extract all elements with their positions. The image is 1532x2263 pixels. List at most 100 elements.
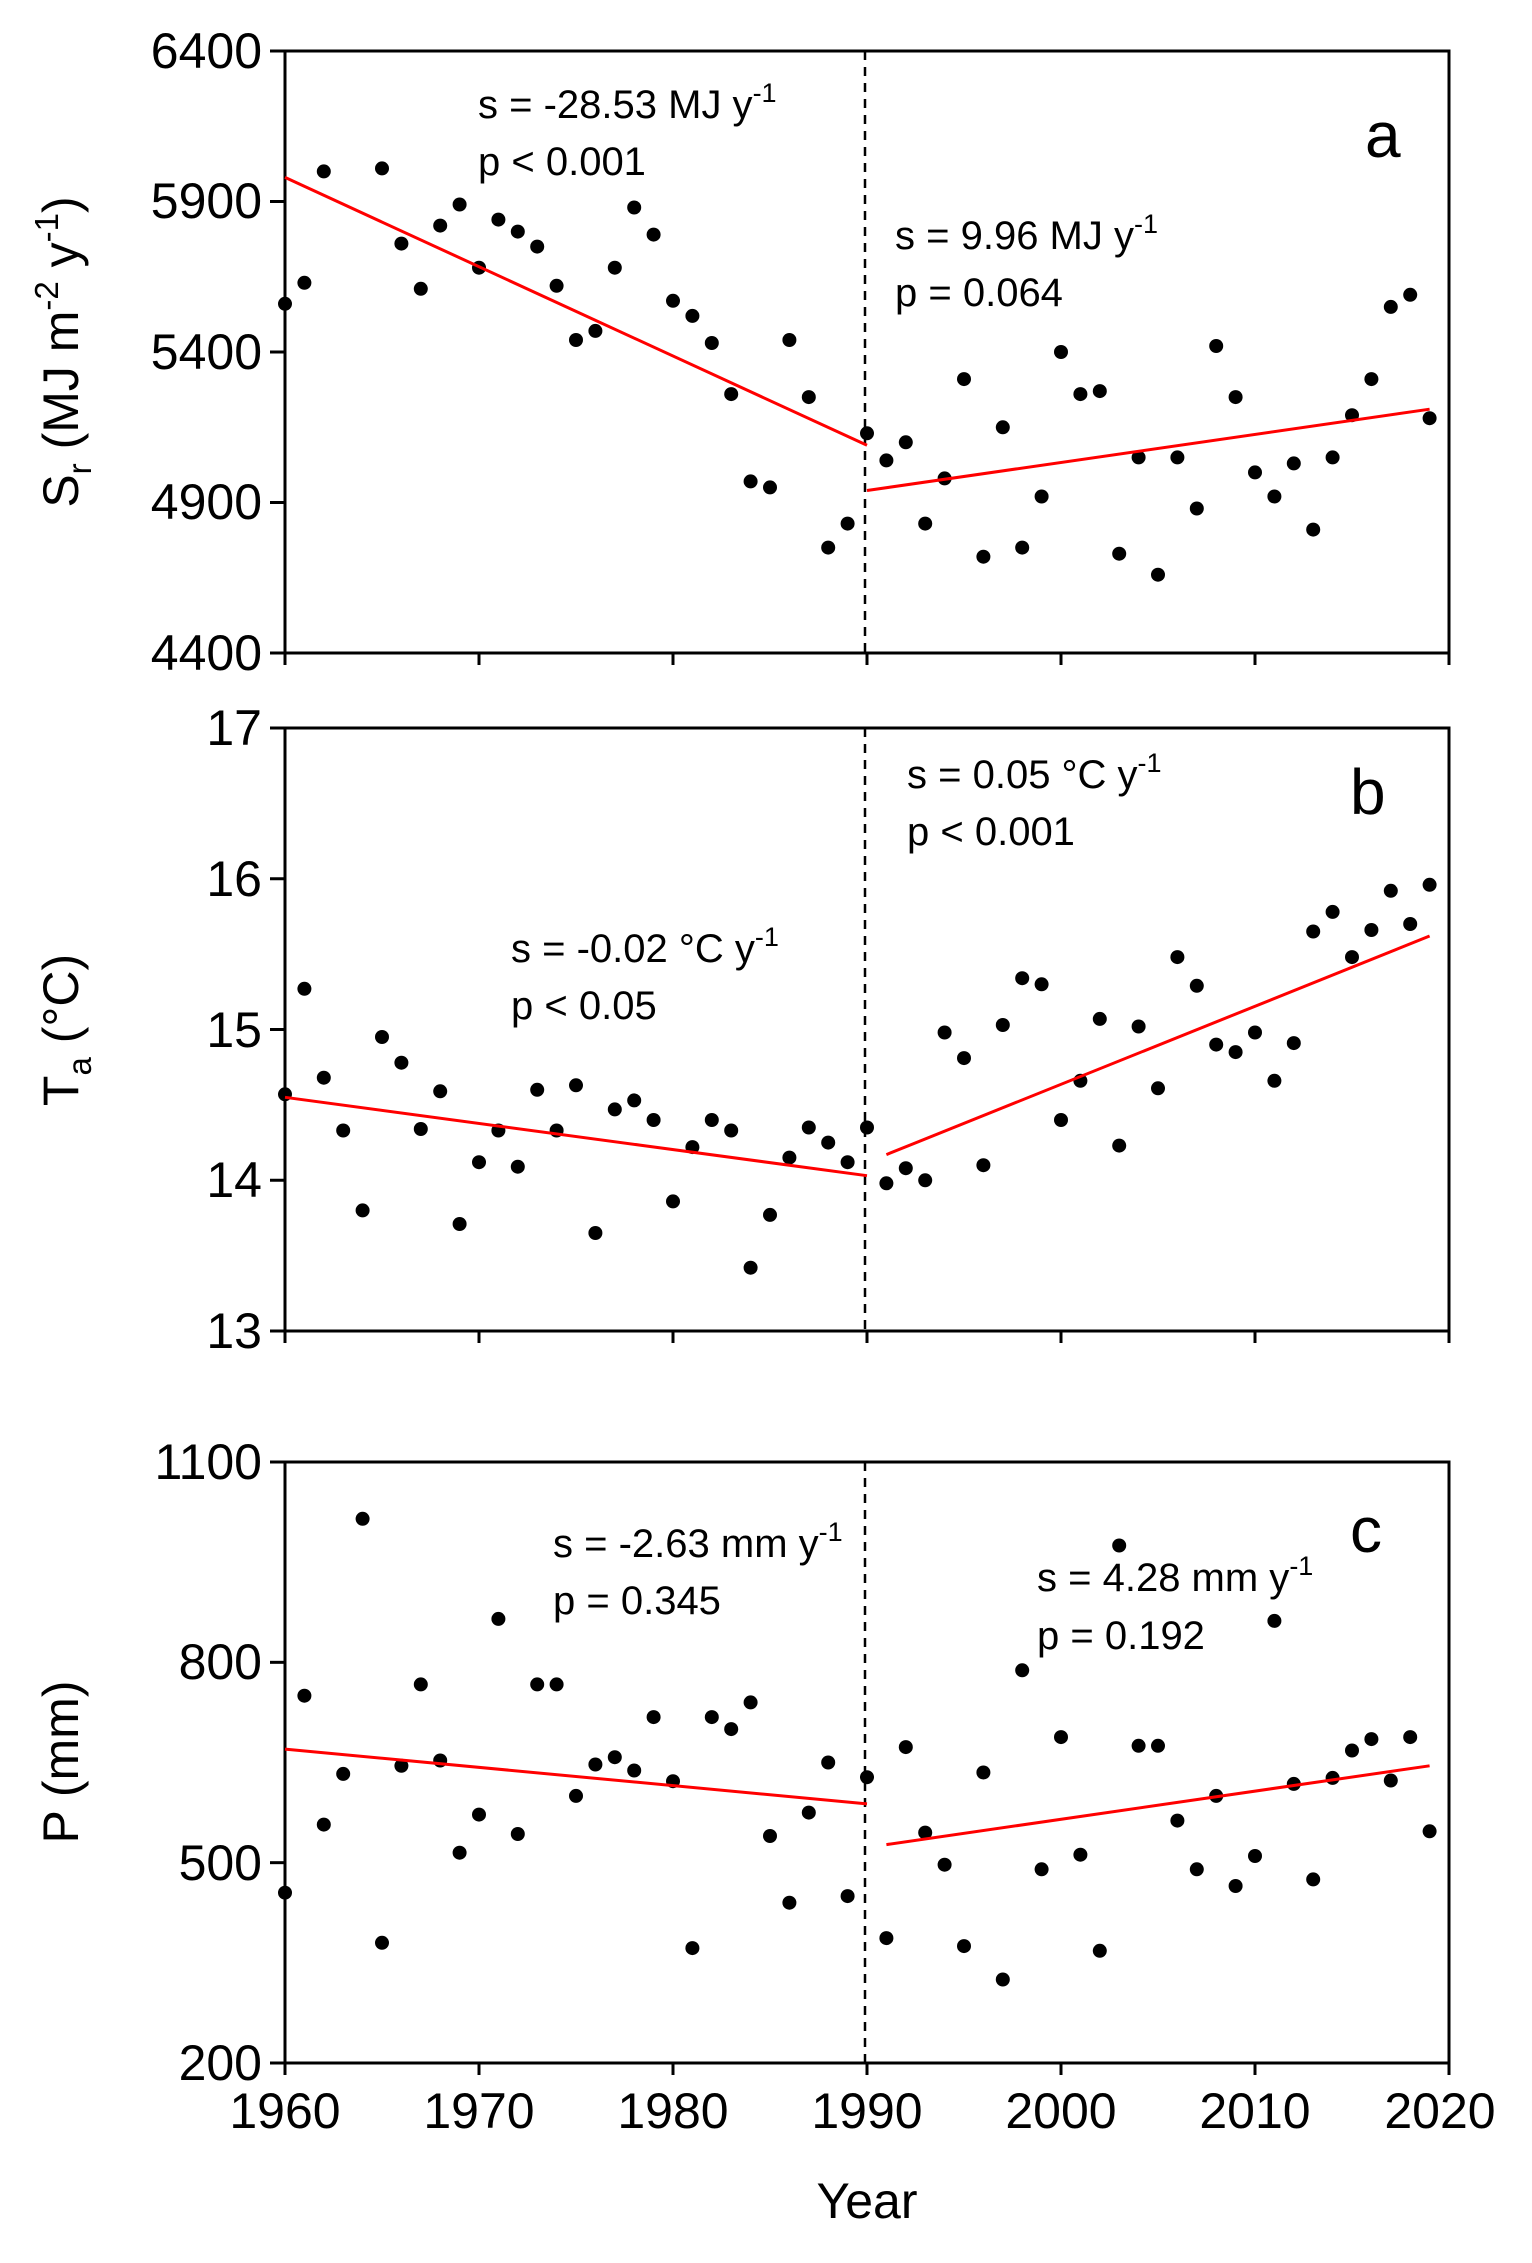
panel-a-point-1987 <box>801 390 816 405</box>
panel-c-point-2016 <box>1364 1732 1379 1747</box>
panel-b-point-1992 <box>898 1161 913 1176</box>
panel-c-point-1966 <box>394 1758 409 1773</box>
panel-b-point-1988 <box>821 1135 836 1150</box>
panel-b-letter: b <box>1350 756 1386 828</box>
panel-b-point-1968 <box>433 1084 448 1099</box>
panel-b: 17 16 15 14 13 b s = -0.02 °C y-1 p < 0.… <box>33 700 1451 1359</box>
panel-c-point-1986 <box>782 1895 797 1910</box>
panel-a-trend-line-1 <box>284 176 868 447</box>
panel-b-point-1978 <box>627 1093 642 1108</box>
panel-c-point-1998 <box>1015 1663 1030 1678</box>
panel-a-frame <box>283 49 1451 655</box>
panel-b-point-1982 <box>704 1113 719 1127</box>
panel-c-point-1997 <box>995 1972 1010 1987</box>
panel-b-point-1966 <box>394 1055 409 1070</box>
panel-c-point-1960 <box>278 1885 292 1900</box>
panel-c-trend-line-2 <box>886 1764 1430 1847</box>
panel-b-ytick-label: 14 <box>206 1152 262 1208</box>
panel-a-trends <box>284 176 1430 492</box>
panel-a-point-2014 <box>1325 450 1340 465</box>
panel-a-point-1989 <box>840 516 855 531</box>
panel-a-ytick-label: 4400 <box>151 625 262 681</box>
panel-a-point-2007 <box>1189 501 1204 516</box>
panel-c-trend-line-1 <box>284 1747 868 1806</box>
panel-c-point-1988 <box>821 1755 836 1770</box>
panel-c-ylabel: P (mm) <box>33 1681 89 1844</box>
panel-a-point-2002 <box>1092 384 1107 399</box>
panel-b-point-1985 <box>763 1207 777 1222</box>
panel-a-point-2001 <box>1073 387 1088 402</box>
panel-c-point-1992 <box>898 1740 913 1755</box>
panel-a-point-1982 <box>704 336 719 350</box>
panel-b-ytick-label: 17 <box>206 700 262 756</box>
panel-c-ytick-label: 800 <box>179 1634 262 1690</box>
panel-c-point-1962 <box>316 1817 331 1832</box>
panel-c-point-1979 <box>646 1710 661 1725</box>
panel-c-point-1991 <box>879 1931 894 1946</box>
panel-c-ytick-label: 1100 <box>154 1434 262 1490</box>
panel-b-point-2013 <box>1306 924 1321 939</box>
panel-c-point-2004 <box>1131 1738 1146 1753</box>
x-tick-label: 2020 <box>1384 2083 1495 2139</box>
panel-a-slope-1: s = -28.53 MJ y-1 <box>478 78 777 127</box>
panel-b-point-1989 <box>840 1155 855 1170</box>
panel-a-point-2009 <box>1228 390 1243 405</box>
panel-c-point-2019 <box>1422 1824 1437 1839</box>
panel-a-point-1990 <box>860 426 874 441</box>
panel-c-point-1994 <box>937 1857 952 1872</box>
panel-b-point-1994 <box>937 1025 952 1040</box>
panel-a-point-2008 <box>1209 339 1224 353</box>
panel-a-ytick-label: 5400 <box>151 324 262 380</box>
panel-a-point-2013 <box>1306 522 1321 537</box>
panel-c-point-1981 <box>685 1941 700 1956</box>
panel-c-point-1970 <box>472 1807 486 1822</box>
panel-a-point-1999 <box>1034 489 1049 504</box>
panel-c-point-1977 <box>607 1750 622 1765</box>
panel-c-trends <box>284 1747 1430 1847</box>
panel-a-pvalue-2: p = 0.064 <box>895 271 1063 315</box>
panel-c-slope-2: s = 4.28 mm y-1 <box>1037 1551 1313 1600</box>
panel-c-point-2003 <box>1112 1538 1127 1553</box>
panel-c-point-2011 <box>1267 1613 1282 1628</box>
panel-b-point-2005 <box>1151 1081 1165 1096</box>
panel-a-point-1962 <box>316 164 331 179</box>
panel-a-point-1984 <box>743 474 758 489</box>
panel-b-point-1991 <box>879 1176 894 1191</box>
panel-c-point-2002 <box>1092 1943 1107 1958</box>
panel-a-point-2000 <box>1054 345 1068 359</box>
panel-b-point-2010 <box>1248 1025 1262 1040</box>
panel-b-point-1963 <box>336 1123 351 1138</box>
panel-a-point-1993 <box>918 516 933 531</box>
panel-a-point-1978 <box>627 200 642 215</box>
x-tick-label: 2000 <box>1005 2083 1116 2139</box>
panel-a-point-1975 <box>569 333 583 347</box>
panel-a-point-1974 <box>549 278 564 293</box>
panel-b-point-2015 <box>1345 950 1359 965</box>
panel-b-ytick-label: 13 <box>206 1303 262 1359</box>
panel-a-point-1976 <box>588 323 603 338</box>
panel-b-point-2014 <box>1325 904 1340 919</box>
panel-b-point-2000 <box>1054 1113 1068 1127</box>
panel-b-point-1976 <box>588 1226 603 1240</box>
panel-b-point-1962 <box>316 1070 331 1085</box>
panel-c-point-1983 <box>724 1722 739 1737</box>
panel-b-point-1977 <box>607 1102 622 1117</box>
panel-a-point-1986 <box>782 333 797 347</box>
panel-a-point-1977 <box>607 260 622 275</box>
panel-a-point-1981 <box>685 308 700 323</box>
x-tick-label: 1980 <box>617 2083 728 2139</box>
panel-a-point-2006 <box>1170 450 1185 465</box>
panel-c-point-1972 <box>510 1827 525 1841</box>
panel-a-ytick-label: 6400 <box>151 23 262 79</box>
panel-b-trend-line-2 <box>885 934 1431 1156</box>
x-tick-label: 1990 <box>811 2083 922 2139</box>
panel-a-point-2018 <box>1403 287 1418 302</box>
panel-b-ytick-label: 15 <box>206 1002 262 1058</box>
panel-b-point-2017 <box>1383 883 1398 898</box>
x-tick-label: 2010 <box>1199 2083 1310 2139</box>
panel-b-point-2007 <box>1189 978 1204 993</box>
panel-b-point-2009 <box>1228 1045 1243 1060</box>
panel-a-point-1991 <box>879 453 894 468</box>
panel-c-point-1989 <box>840 1889 855 1904</box>
panel-a-point-2003 <box>1112 546 1127 561</box>
